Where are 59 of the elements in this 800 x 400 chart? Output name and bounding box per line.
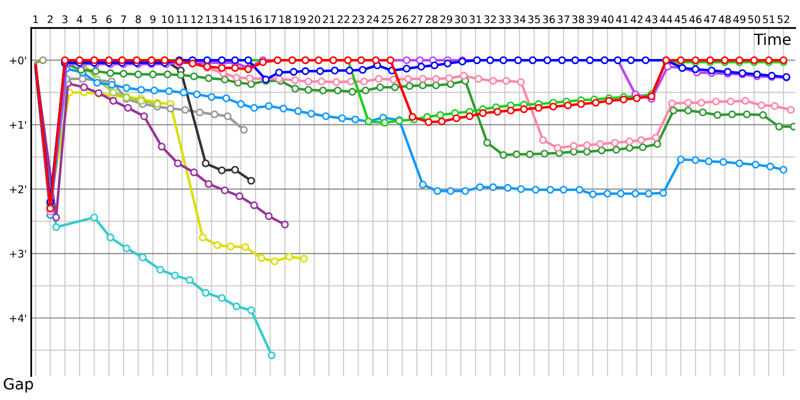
x-tick-label: 31 [470,15,482,24]
x-tick-label: 36 [543,15,555,24]
x-tick-label: 33 [499,15,511,24]
x-tick-label: 21 [323,15,335,24]
x-tick-label: 38 [572,15,584,24]
x-tick-label: 4 [76,15,82,24]
y-axis-title: Gap [4,378,33,393]
x-tick-label: 16 [250,15,262,24]
x-tick-label: 10 [162,15,174,24]
x-tick-label: 28 [426,15,438,24]
x-tick-label: 49 [733,15,746,24]
x-tick-label: 18 [279,15,291,24]
x-tick-label: 1 [33,15,38,24]
x-tick-label: 35 [528,15,540,24]
x-tick-label: 11 [176,15,188,24]
x-tick-label: 25 [382,15,394,24]
x-tick-label: 15 [235,15,247,24]
x-tick-label: 32 [484,15,496,24]
x-tick-label: 51 [762,15,774,24]
x-tick-label: 29 [440,15,452,24]
x-tick-label: 37 [558,15,570,24]
y-tick-label: +1' [10,121,26,129]
x-tick-label: 45 [674,15,687,24]
x-tick-label: 44 [660,15,672,24]
x-axis-title: Time [754,33,791,46]
x-tick-label: 27 [411,15,423,24]
x-tick-label: 24 [367,15,379,24]
x-tick-label: 41 [616,15,628,24]
x-tick-label: 12 [191,15,202,24]
y-tick-label: +4' [10,314,26,322]
x-tick-label: 13 [206,15,218,24]
x-tick-label: 42 [630,15,642,24]
x-tick-label: 40 [601,15,614,24]
x-tick-label: 43 [645,15,658,24]
x-tick-label: 52 [778,15,790,24]
y-tick-label: +2' [10,185,26,194]
x-tick-label: 46 [689,15,702,24]
x-tick-label: 47 [704,15,716,24]
x-tick-label: 2 [48,15,53,24]
x-tick-label: 22 [338,15,350,24]
x-tick-label: 3 [62,15,68,24]
x-tick-label: 17 [264,15,276,24]
x-tick-label: 23 [352,15,364,24]
x-tick-label: 8 [136,15,141,24]
x-tick-label: 30 [455,15,467,24]
x-tick-label: 34 [514,15,526,24]
x-tick-label: 7 [121,15,126,24]
x-tick-label: 9 [150,15,156,24]
x-tick-label: 5 [92,15,97,24]
x-tick-label: 20 [308,15,320,24]
x-tick-label: 6 [106,15,112,24]
y-tick-label: +3' [10,250,26,258]
x-tick-label: 48 [718,15,731,24]
x-tick-label: 50 [748,15,760,24]
x-tick-label: 26 [396,15,408,24]
x-tick-label: 14 [220,15,232,24]
x-tick-label: 19 [294,15,306,24]
x-tick-label: 39 [587,15,599,24]
y-tick-label: +0' [10,56,26,64]
